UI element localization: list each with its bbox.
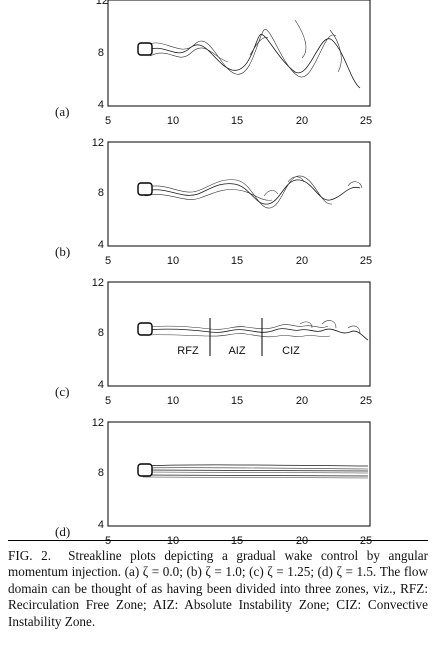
x-tick: 5	[105, 535, 111, 547]
wake-streaklines	[142, 320, 369, 341]
x-tick: 10	[167, 255, 179, 267]
panel-label: (a)	[55, 104, 69, 119]
x-tick: 10	[167, 395, 179, 407]
x-tick: 15	[231, 255, 243, 267]
x-tick: 10	[167, 535, 179, 547]
wake-streaklines	[142, 19, 361, 89]
streakline-plot-b: 12 8 4 5 10 15 20 25 (b)	[55, 137, 372, 267]
caption-divider	[8, 540, 428, 541]
panel-d: 12 8 4 5 10 15 20 25 (d)	[0, 417, 438, 552]
zone-label-ciz: CIZ	[282, 345, 300, 357]
y-tick-bottom: 4	[98, 99, 104, 111]
y-tick-top: 12	[96, 0, 108, 7]
panel-label: (c)	[55, 384, 69, 399]
y-tick-mid: 8	[98, 187, 104, 199]
caption-text: Streakline plots depicting a gradual wak…	[8, 548, 429, 629]
streakline-plot-d: 12 8 4 5 10 15 20 25 (d)	[55, 417, 372, 547]
panel-b: 12 8 4 5 10 15 20 25 (b)	[0, 137, 438, 272]
x-tick: 25	[360, 255, 372, 267]
zone-label-aiz: AIZ	[228, 345, 245, 357]
streakline-plot-c: RFZ AIZ CIZ 12 8 4 5 10 15 20 25 (c)	[55, 277, 372, 407]
x-tick: 5	[105, 115, 111, 127]
panel-label: (b)	[55, 244, 70, 259]
y-tick-top: 12	[92, 277, 104, 289]
y-tick-mid: 8	[98, 327, 104, 339]
zone-label-rfz: RFZ	[177, 345, 199, 357]
x-tick: 5	[105, 395, 111, 407]
panel-label: (d)	[55, 524, 70, 539]
x-tick: 5	[105, 255, 111, 267]
y-tick-bottom: 4	[98, 239, 104, 251]
x-tick: 20	[296, 535, 308, 547]
panel-c: RFZ AIZ CIZ 12 8 4 5 10 15 20 25 (c)	[0, 277, 438, 412]
x-tick: 25	[360, 535, 372, 547]
streakline-plot-a: 12 8 4 5 10 15 20 25 (a)	[55, 0, 372, 127]
x-tick: 15	[231, 535, 243, 547]
caption-lead: FIG. 2.	[8, 548, 51, 563]
cylinder	[137, 182, 153, 196]
x-tick: 25	[360, 395, 372, 407]
plot-frame	[107, 0, 371, 107]
cylinder	[137, 42, 153, 56]
y-tick-mid: 8	[98, 467, 104, 479]
y-tick-bottom: 4	[98, 379, 104, 391]
x-tick: 15	[231, 395, 243, 407]
figure-caption: FIG. 2. Streakline plots depicting a gra…	[8, 548, 428, 630]
cylinder	[137, 322, 153, 336]
plot-frame	[107, 421, 371, 527]
x-tick: 20	[296, 395, 308, 407]
x-tick: 10	[167, 115, 179, 127]
wake-streaklines	[142, 175, 363, 209]
y-tick-top: 12	[92, 137, 104, 149]
plot-frame	[107, 281, 371, 387]
x-tick: 20	[296, 255, 308, 267]
y-tick-top: 12	[92, 417, 104, 429]
y-tick-bottom: 4	[98, 519, 104, 531]
panel-a: 12 8 4 5 10 15 20 25 (a)	[0, 0, 438, 132]
cylinder	[137, 463, 153, 477]
x-tick: 25	[360, 115, 372, 127]
y-tick-mid: 8	[98, 47, 104, 59]
x-tick: 15	[231, 115, 243, 127]
x-tick: 20	[296, 115, 308, 127]
wake-streaklines	[142, 464, 369, 479]
plot-frame	[107, 141, 371, 247]
